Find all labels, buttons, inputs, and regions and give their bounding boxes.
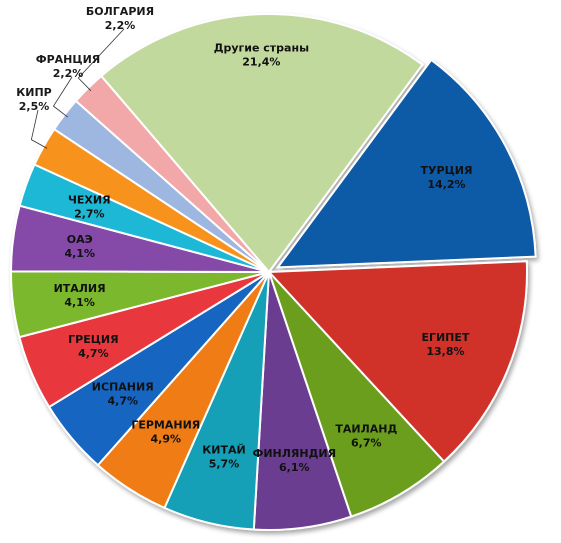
- pie-slice-турция: [275, 58, 537, 269]
- slice-label-франция: ФРАНЦИЯ: [36, 53, 101, 66]
- pie-slice-другие-страны: [99, 13, 424, 274]
- slice-label-финляндия: ФИНЛЯНДИЯ: [252, 447, 336, 460]
- slice-value-испания: 4,7%: [107, 395, 138, 408]
- slice-label-испания: ИСПАНИЯ: [92, 381, 154, 394]
- slice-value-египет: 13,8%: [426, 345, 464, 358]
- slice-label-другие-страны: Другие страны: [214, 41, 309, 54]
- slice-value-чехия: 2,7%: [74, 207, 105, 220]
- slice-label-турция: ТУРЦИЯ: [421, 164, 473, 177]
- leader-line-болгария: [77, 28, 125, 92]
- pie-slice-таиланд: [268, 271, 446, 518]
- slice-label-чехия: ЧЕХИЯ: [68, 193, 111, 206]
- slice-value-греция: 4,7%: [78, 347, 109, 360]
- slice-value-германия: 4,9%: [151, 433, 182, 446]
- slice-value-финляндия: 6,1%: [279, 461, 310, 474]
- slice-value-другие-страны: 21,4%: [242, 55, 280, 68]
- slice-value-китай: 5,7%: [209, 458, 240, 471]
- slice-value-италия: 4,1%: [64, 296, 95, 309]
- pie-slice-египет: [266, 260, 528, 464]
- slice-value-турция: 14,2%: [427, 178, 465, 191]
- slice-value-оаэ: 4,1%: [64, 247, 95, 260]
- slice-value-франция: 2,2%: [53, 67, 84, 80]
- slice-label-китай: КИТАЙ: [202, 444, 245, 457]
- leader-line-франция: [52, 76, 73, 118]
- slice-label-италия: ИТАЛИЯ: [54, 282, 106, 295]
- slice-label-египет: ЕГИПЕТ: [421, 331, 469, 344]
- slice-label-германия: ГЕРМАНИЯ: [131, 419, 200, 432]
- slice-value-таиланд: 6,7%: [351, 436, 382, 449]
- leader-line-кипр: [30, 109, 48, 149]
- slice-label-греция: ГРЕЦИЯ: [68, 333, 118, 346]
- slice-label-кипр: КИПР: [16, 86, 51, 99]
- slice-label-таиланд: ТАИЛАНД: [335, 422, 397, 435]
- slice-label-оаэ: ОАЭ: [67, 233, 93, 246]
- slice-value-болгария: 2,2%: [105, 19, 136, 32]
- slice-label-болгария: БОЛГАРИЯ: [86, 5, 154, 18]
- slice-value-кипр: 2,5%: [19, 100, 50, 113]
